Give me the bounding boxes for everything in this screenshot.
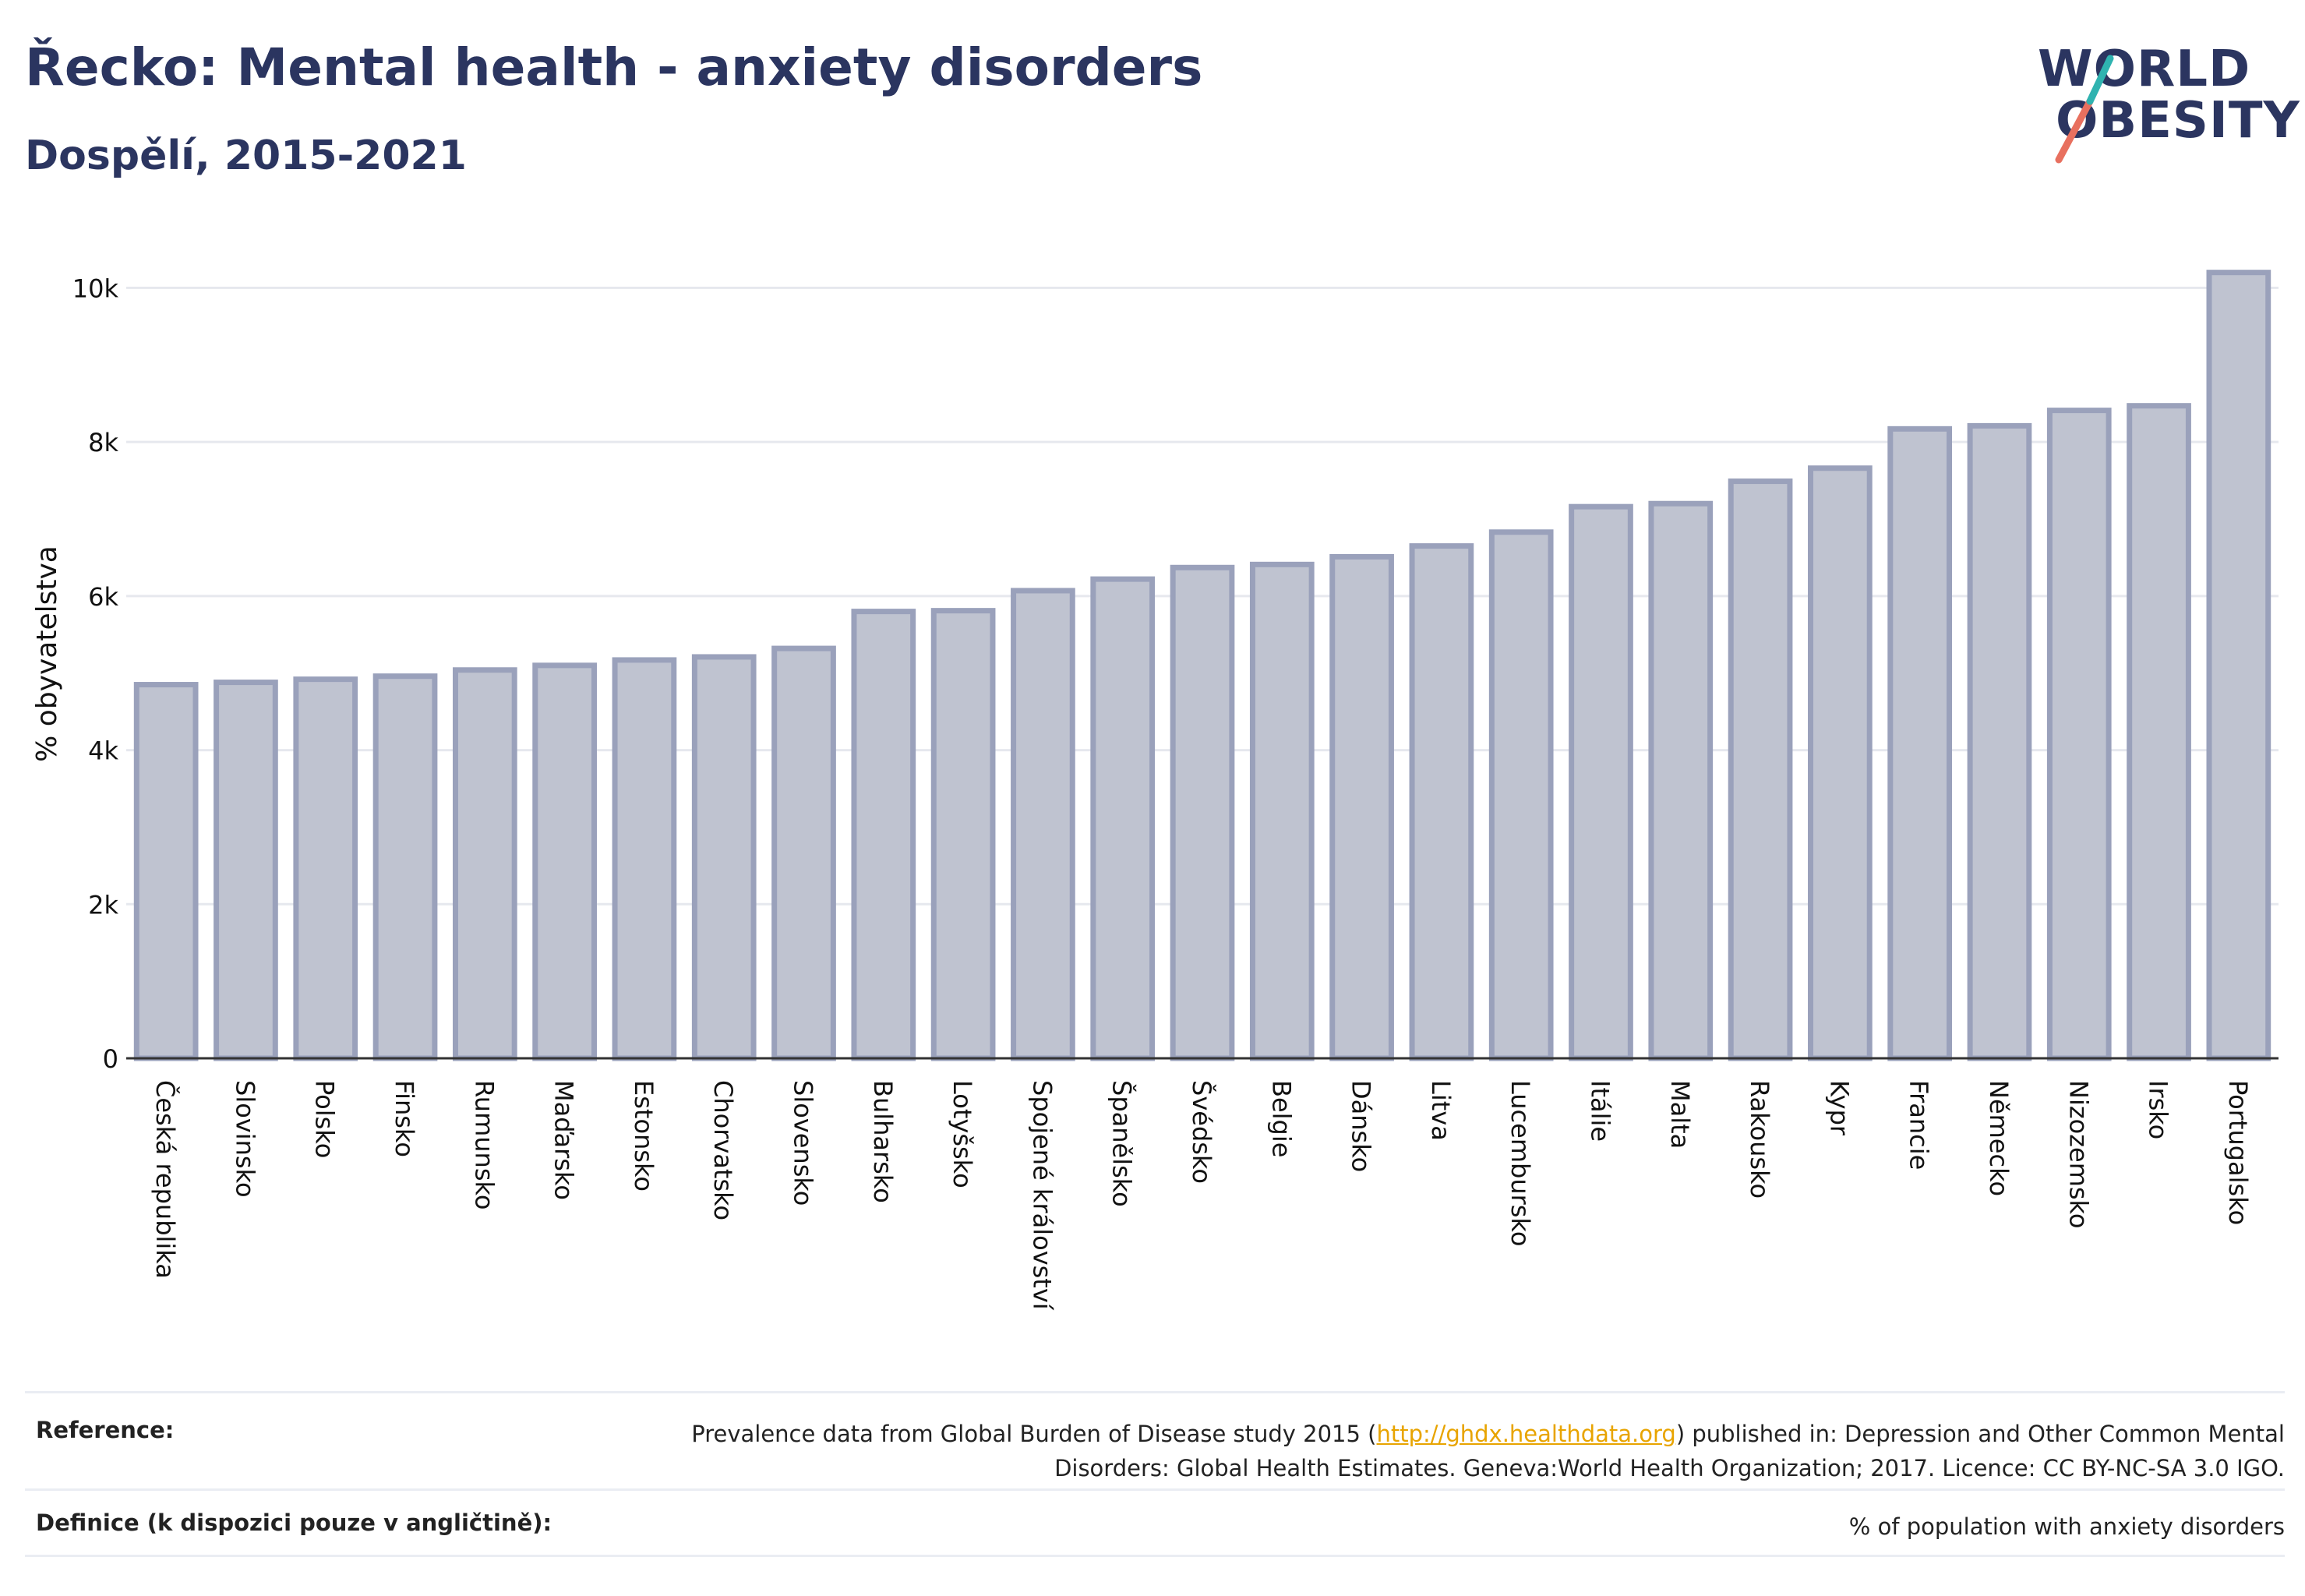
x-tick-label: Švédsko xyxy=(1187,1080,1217,1184)
bar xyxy=(930,608,996,1061)
x-axis-ticks: Česká republika Slovinsko Polsko Finsko Rumu… xyxy=(150,1080,2253,1311)
bar-chart: 0 2k 4k 6k 8k 10k Česká republika Slovinsko Pol… xyxy=(31,270,2279,1311)
x-tick-label: Estonsko xyxy=(629,1080,658,1192)
reference-row: Reference: Prevalence data from Global B… xyxy=(25,1391,2285,1488)
x-tick-label: Bulharsko xyxy=(868,1080,898,1203)
bar xyxy=(851,609,916,1061)
x-tick-label: Nizozemsko xyxy=(2063,1080,2093,1229)
definition-label: Definice (k dispozici pouze v angličtině… xyxy=(36,1509,552,1536)
x-tick-label: Francie xyxy=(1904,1080,1934,1170)
x-tick-label: Irsko xyxy=(2144,1080,2173,1139)
bar xyxy=(2127,403,2191,1061)
x-tick-label: Lotyšsko xyxy=(948,1080,977,1188)
y-tick-label: 6k xyxy=(88,582,118,612)
x-tick-label: Rakousko xyxy=(1745,1080,1774,1199)
x-tick-label: Belgie xyxy=(1266,1080,1296,1157)
y-tick-label: 4k xyxy=(88,736,118,766)
bar xyxy=(1569,503,1633,1061)
y-axis-label: % obyvatelstva xyxy=(31,546,63,762)
y-tick-label: 0 xyxy=(103,1044,118,1074)
bar xyxy=(1170,564,1235,1061)
bar xyxy=(1329,553,1394,1061)
x-tick-label: Lucembursko xyxy=(1505,1080,1535,1246)
bar xyxy=(1409,543,1474,1061)
bar xyxy=(2046,408,2112,1061)
x-tick-label: Maďarsko xyxy=(549,1080,579,1200)
definition-row: Definice (k dispozici pouze v angličtině… xyxy=(25,1488,2285,1557)
x-tick-label: Španělsko xyxy=(1107,1080,1138,1207)
bar xyxy=(1249,561,1315,1061)
reference-text: Prevalence data from Global Burden of Di… xyxy=(609,1417,2285,1485)
logo-line-1: WORLD xyxy=(2038,41,2251,98)
x-tick-label: Finsko xyxy=(390,1080,419,1157)
x-tick-label: Česká republika xyxy=(150,1080,181,1279)
bar xyxy=(691,654,757,1061)
reference-label: Reference: xyxy=(36,1417,175,1443)
bar xyxy=(2206,270,2271,1061)
bar xyxy=(1887,425,1953,1061)
world-obesity-logo: WORLD OBESITY xyxy=(2018,23,2300,171)
reference-text-after: ) published in: Depression and Other Com… xyxy=(1054,1421,2285,1481)
bar xyxy=(133,682,199,1061)
reference-link[interactable]: http://ghdx.healthdata.org xyxy=(1376,1421,1676,1447)
y-axis-ticks: 0 2k 4k 6k 8k 10k xyxy=(72,274,119,1074)
x-tick-label: Itálie xyxy=(1585,1080,1615,1142)
bar xyxy=(372,673,438,1061)
bar xyxy=(1728,478,1793,1061)
logo-line-2: OBESITY xyxy=(2056,92,2300,150)
logo-slash-icon xyxy=(2055,55,2114,164)
bar xyxy=(1488,529,1554,1061)
x-tick-label: Německo xyxy=(1984,1080,2014,1196)
bar xyxy=(1648,500,1714,1061)
x-tick-label: Slovensko xyxy=(789,1080,818,1206)
x-tick-label: Kypr xyxy=(1824,1080,1854,1136)
footer: Reference: Prevalence data from Global B… xyxy=(25,1391,2285,1557)
bars xyxy=(133,270,2271,1061)
page-subtitle: Dospělí, 2015-2021 xyxy=(25,132,467,179)
x-tick-label: Slovinsko xyxy=(230,1080,259,1198)
x-tick-label: Chorvatsko xyxy=(708,1080,738,1220)
bar xyxy=(1090,576,1156,1061)
y-tick-label: 10k xyxy=(72,274,119,303)
x-tick-label: Litva xyxy=(1426,1080,1456,1141)
x-tick-label: Malta xyxy=(1665,1080,1695,1149)
definition-text: % of population with anxiety disorders xyxy=(1848,1513,2285,1540)
bar xyxy=(1011,588,1075,1061)
y-tick-label: 8k xyxy=(88,428,118,457)
bar xyxy=(612,657,677,1061)
x-tick-label: Portugalsko xyxy=(2223,1080,2253,1225)
bar xyxy=(1808,465,1873,1061)
x-tick-label: Dánsko xyxy=(1347,1080,1376,1172)
x-tick-label: Rumunsko xyxy=(469,1080,499,1209)
page-title: Řecko: Mental health - anxiety disorders xyxy=(25,37,1203,97)
bar xyxy=(1967,422,2032,1061)
bar xyxy=(532,662,597,1061)
bar xyxy=(293,676,358,1061)
bar xyxy=(771,645,836,1061)
y-tick-label: 2k xyxy=(88,890,118,920)
reference-text-before: Prevalence data from Global Burden of Di… xyxy=(691,1421,1377,1447)
bar xyxy=(214,680,278,1061)
x-tick-label: Polsko xyxy=(310,1080,340,1158)
x-tick-label: Spojené království xyxy=(1027,1080,1057,1311)
bar xyxy=(452,667,517,1061)
